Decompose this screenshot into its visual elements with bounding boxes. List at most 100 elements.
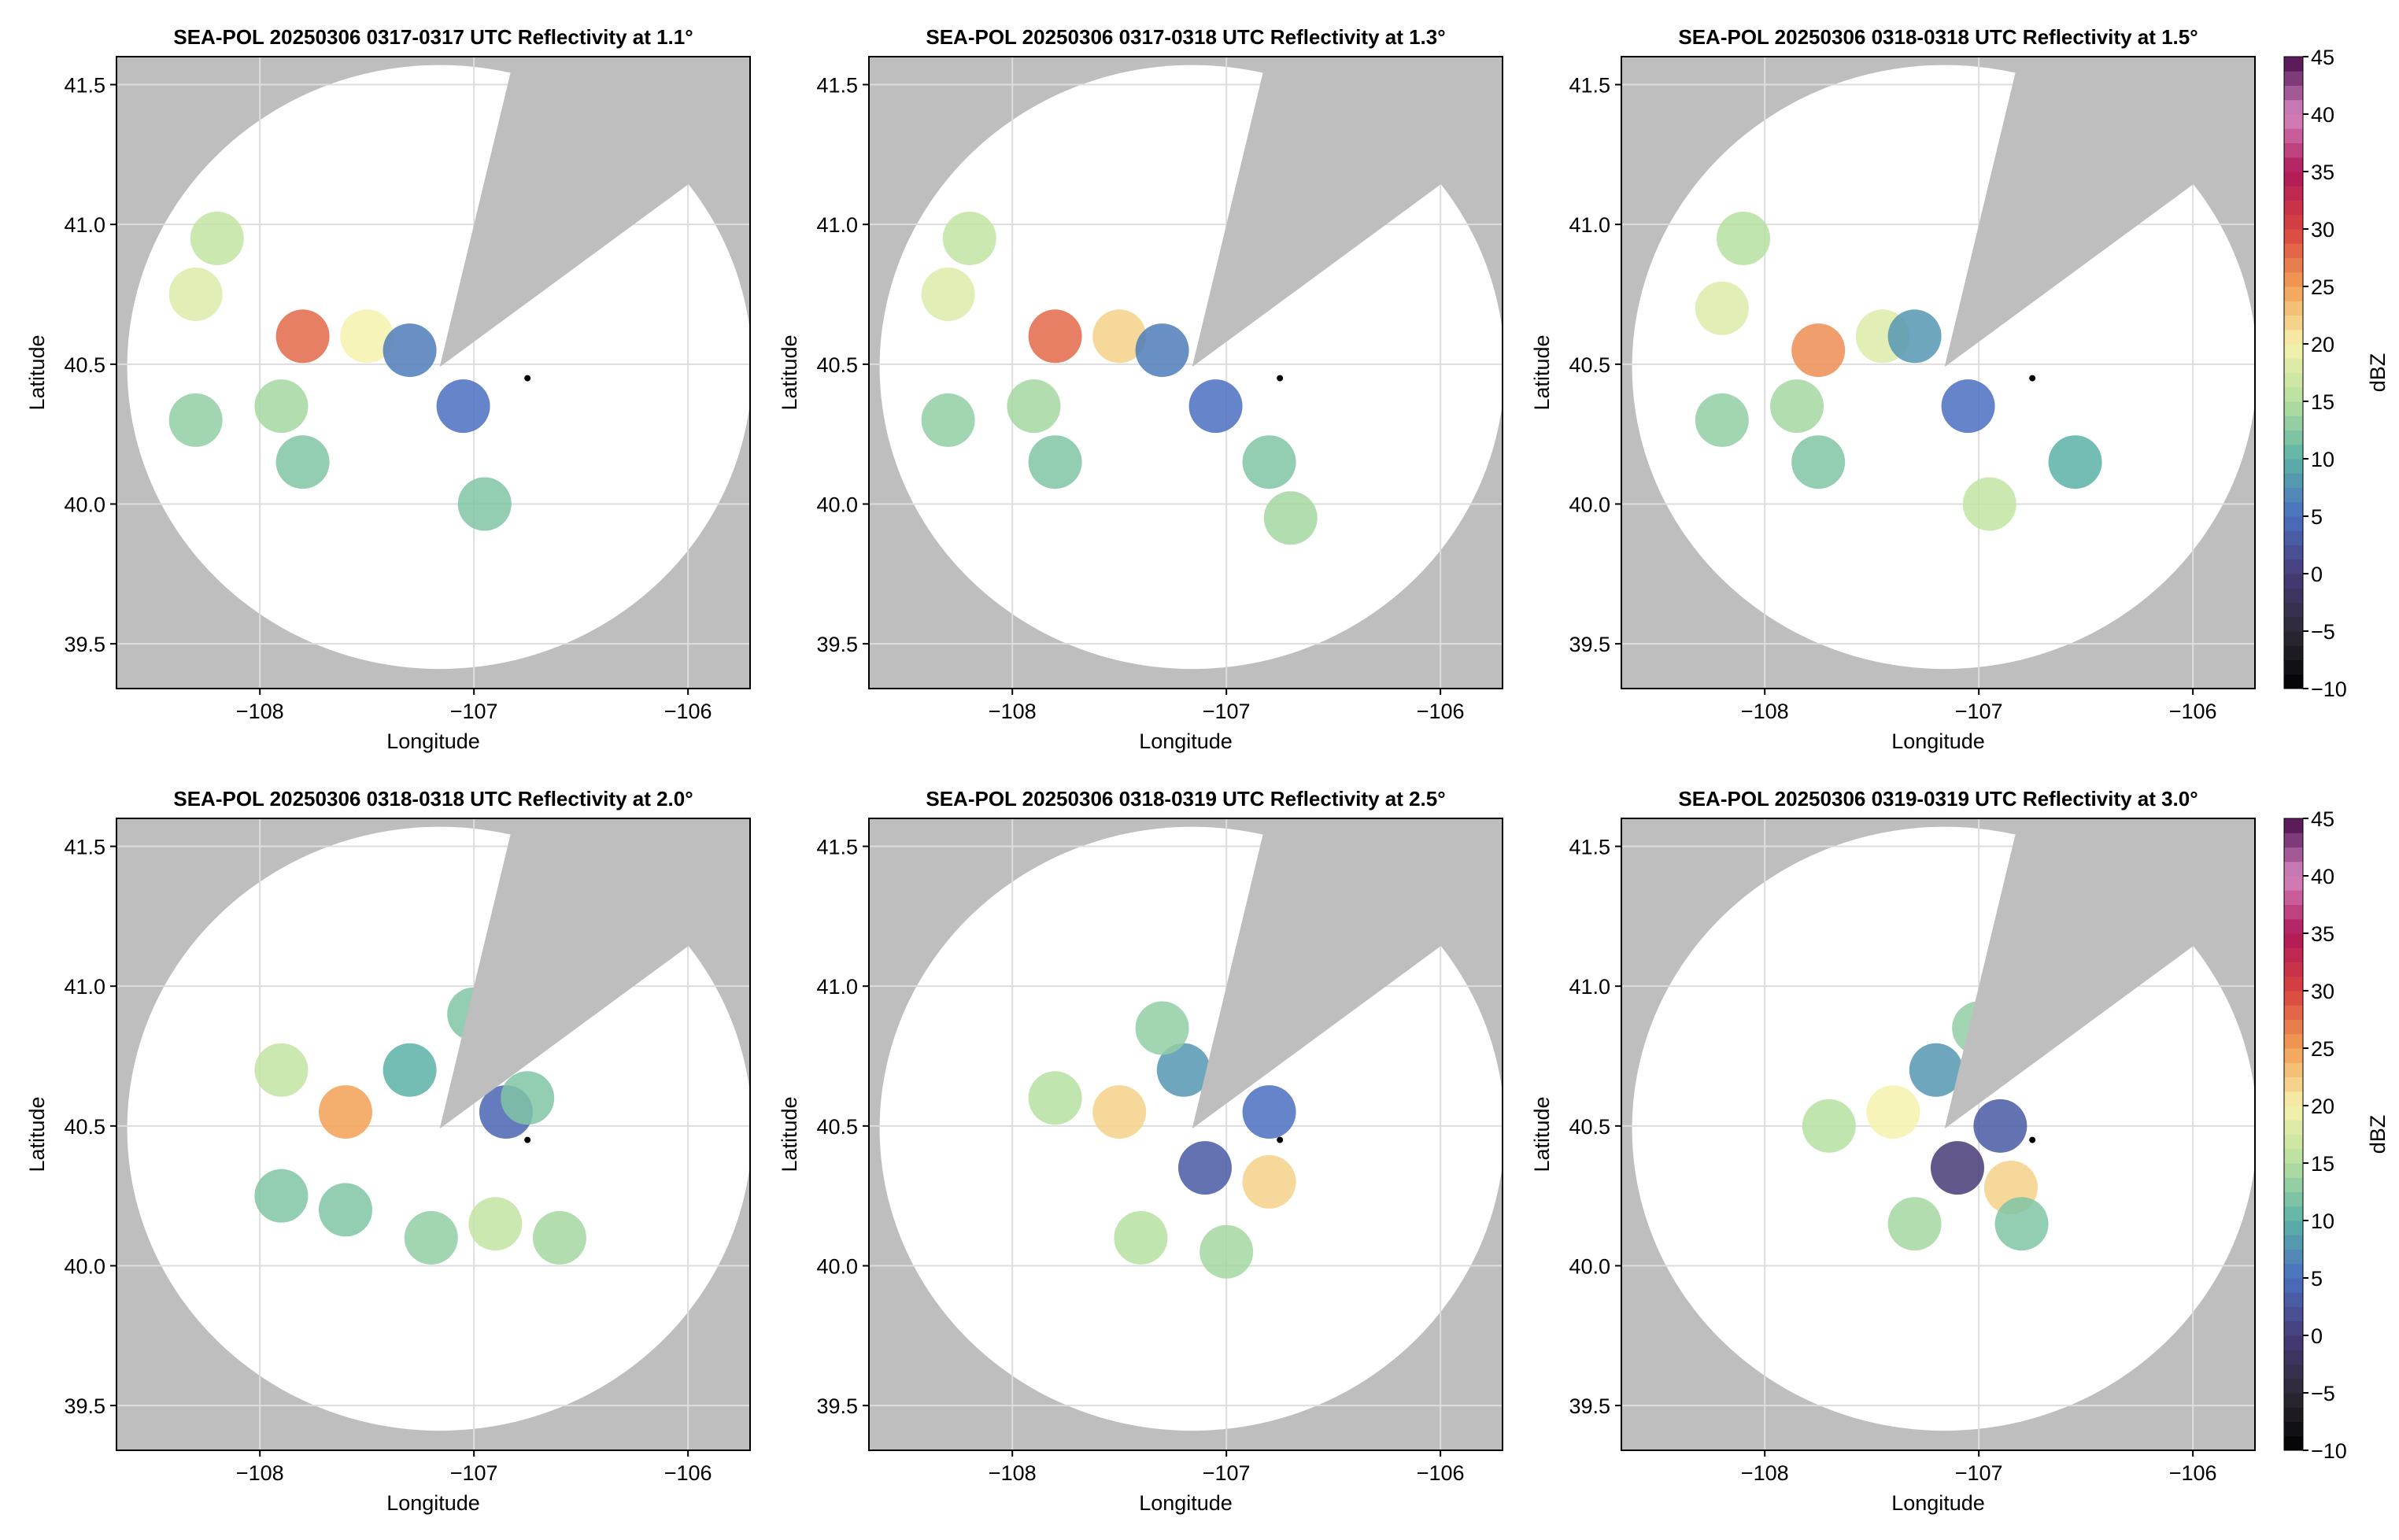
colorbar-tick-label: 35: [2311, 922, 2334, 946]
chart-title: SEA-POL 20250306 0317-0317 UTC Reflectiv…: [173, 25, 693, 49]
x-tick-label: −108: [989, 700, 1037, 723]
echo: [468, 1197, 523, 1251]
x-tick-label: −106: [1417, 700, 1465, 723]
y-tick-label: 40.0: [64, 493, 105, 516]
colorbar-band: [2284, 229, 2303, 244]
colorbar-band: [2284, 501, 2303, 517]
colorbar-band: [2284, 301, 2303, 316]
colorbar-band: [2284, 1278, 2303, 1293]
colorbar-band: [2284, 71, 2303, 86]
colorbar-tick-label: −5: [2311, 620, 2335, 644]
colorbar-band: [2284, 186, 2303, 201]
echo: [1941, 379, 1995, 434]
echo: [1028, 1071, 1082, 1125]
colorbar-band: [2284, 243, 2303, 258]
y-tick-label: 39.5: [64, 1394, 105, 1418]
chart-title: SEA-POL 20250306 0318-0318 UTC Reflectiv…: [173, 787, 693, 811]
colorbar-band: [2284, 861, 2303, 877]
colorbar-band: [2284, 57, 2303, 72]
y-tick-label: 41.0: [1569, 975, 1610, 999]
echo: [254, 1169, 309, 1223]
colorbar-band: [2284, 1019, 2303, 1035]
y-tick-label: 39.5: [64, 633, 105, 656]
x-axis-label: Longitude: [1891, 729, 1985, 753]
y-tick-label: 40.5: [816, 353, 858, 377]
panel: −108 −107 −106 39.5 40.0 40.5 41.0 41.5 SEA-POL …: [778, 25, 1503, 753]
y-axis-label: Latitude: [25, 1096, 49, 1172]
chart-title: SEA-POL 20250306 0317-0318 UTC Reflectiv…: [926, 25, 1445, 49]
y-tick-label: 39.5: [816, 633, 858, 656]
echo: [1695, 281, 1749, 335]
colorbar-band: [2284, 172, 2303, 186]
x-tick-label: −108: [1741, 1461, 1789, 1485]
y-tick-label: 41.0: [64, 213, 105, 237]
colorbar-band: [2284, 918, 2303, 934]
y-tick-label: 40.5: [64, 353, 105, 377]
blocked-sector: [1944, 57, 2255, 367]
echo: [1156, 1043, 1211, 1097]
echo: [190, 211, 244, 265]
panel: −108 −107 −106 39.5 40.0 40.5 41.0 41.5 SEA-POL …: [25, 25, 751, 753]
y-tick-label: 41.5: [1569, 836, 1610, 859]
colorbar-band: [2284, 1120, 2303, 1135]
echo: [318, 1085, 372, 1139]
colorbar-band: [2284, 1292, 2303, 1307]
echo: [404, 1210, 458, 1265]
colorbar-band: [2284, 602, 2303, 618]
colorbar-band: [2284, 616, 2303, 632]
echo: [1263, 491, 1318, 545]
y-tick-label: 40.0: [1569, 1254, 1610, 1278]
x-tick-label: −106: [664, 1461, 712, 1485]
x-tick-label: −106: [1417, 1461, 1465, 1485]
echo: [1177, 1141, 1232, 1195]
y-tick-label: 41.5: [64, 836, 105, 859]
echo: [1909, 1043, 1963, 1097]
y-axis-label: Latitude: [778, 1096, 801, 1172]
colorbar-band: [2284, 1263, 2303, 1279]
chart-title: SEA-POL 20250306 0318-0319 UTC Reflectiv…: [926, 787, 1445, 811]
colorbar-band: [2284, 574, 2303, 589]
y-tick-label: 41.5: [816, 74, 858, 98]
colorbar-tick-label: 40: [2311, 865, 2334, 888]
colorbar-band: [2284, 459, 2303, 474]
colorbar-tick-label: 15: [2311, 1152, 2334, 1176]
axes-frame: [116, 56, 751, 689]
colorbar-band: [2284, 991, 2303, 1006]
colorbar-band: [2284, 1221, 2303, 1235]
x-tick-label: −107: [1955, 1461, 2003, 1485]
echo: [275, 435, 330, 489]
colorbar-tick-label: −10: [2311, 678, 2347, 701]
site-marker: [2029, 1136, 2036, 1143]
echo: [168, 268, 223, 322]
y-tick-label: 41.5: [1569, 74, 1610, 98]
colorbar-band: [2284, 904, 2303, 920]
x-tick-label: −107: [1203, 1461, 1251, 1485]
colorbar-band: [2284, 588, 2303, 603]
colorbar-band: [2284, 1320, 2303, 1336]
echo: [1092, 1085, 1147, 1139]
colorbar-tick-label: 30: [2311, 980, 2334, 1003]
echo: [1028, 435, 1082, 489]
y-tick-label: 39.5: [1569, 633, 1610, 656]
colorbar-band: [2284, 271, 2303, 287]
x-axis-label: Longitude: [1139, 1491, 1233, 1515]
y-tick-label: 41.0: [1569, 213, 1610, 237]
colorbar-band: [2284, 315, 2303, 331]
echo: [254, 1043, 309, 1097]
colorbar-band: [2284, 1235, 2303, 1250]
colorbar-band: [2284, 976, 2303, 992]
colorbar-band: [2284, 99, 2303, 115]
colorbar-band: [2284, 1062, 2303, 1077]
echo: [1242, 1085, 1296, 1139]
colorbar-band: [2284, 818, 2303, 833]
axes-frame: [116, 818, 751, 1451]
colorbar-band: [2284, 487, 2303, 503]
x-axis-label: Longitude: [386, 729, 480, 753]
colorbar-band: [2284, 401, 2303, 416]
colorbar-band: [2284, 415, 2303, 430]
colorbar-tick-label: 35: [2311, 161, 2334, 184]
colorbar-frame: [2283, 56, 2304, 689]
echo: [1242, 435, 1296, 489]
colorbar-band: [2284, 444, 2303, 460]
colorbar-band: [2284, 386, 2303, 402]
